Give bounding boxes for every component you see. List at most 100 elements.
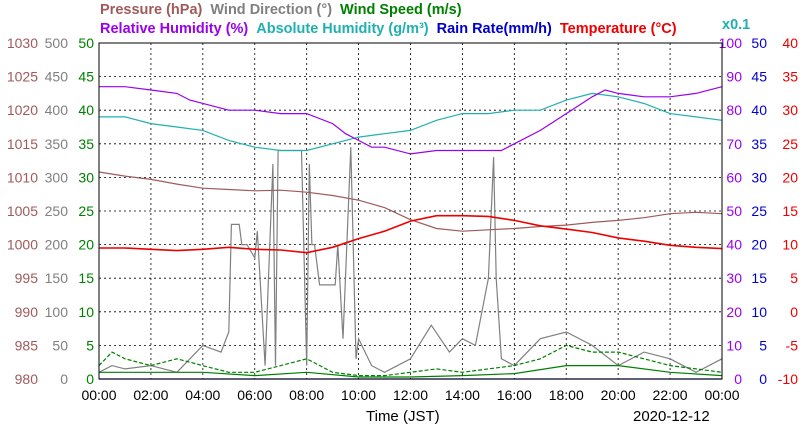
tick-label-wind-speed: 25 [78, 203, 94, 219]
tick-label-pressure: 1015 [7, 136, 38, 152]
tick-label-wind-speed: 45 [78, 69, 94, 85]
tick-label-rh: 70 [726, 136, 742, 152]
tick-label-temp: 40 [782, 35, 798, 51]
x-tick-label: 02:00 [133, 387, 168, 403]
tick-label-temp: -5 [786, 337, 799, 353]
tick-label-temp: 5 [790, 270, 798, 286]
tick-label-wind-dir: 400 [45, 102, 69, 118]
tick-label-pressure: 980 [15, 371, 39, 387]
series-line-pressure [98, 171, 723, 232]
tick-label-rain: 30 [751, 169, 767, 185]
tick-label-wind-dir: 350 [45, 136, 69, 152]
x-tick-label: 22:00 [653, 387, 688, 403]
tick-label-rain: 0 [759, 371, 767, 387]
tick-label-pressure: 1030 [7, 35, 38, 51]
tick-label-rh: 60 [726, 169, 742, 185]
tick-label-rh: 30 [726, 270, 742, 286]
series-line-temp [99, 214, 723, 254]
tick-label-rh: 80 [726, 102, 742, 118]
tick-label-rh: 20 [726, 304, 742, 320]
legend-ah: Absolute Humidity (g/m³) [256, 21, 429, 37]
data-series [98, 86, 723, 380]
tick-label-wind-dir: 300 [45, 169, 69, 185]
x-tick-label: 18:00 [549, 387, 584, 403]
tick-label-wind-dir: 50 [52, 337, 68, 353]
tick-label-temp: 10 [782, 237, 798, 253]
tick-label-temp: 35 [782, 69, 798, 85]
tick-label-rain: 5 [759, 337, 767, 353]
x-tick-label: 04:00 [185, 387, 220, 403]
x-tick-label: 16:00 [497, 387, 532, 403]
tick-label-wind-speed: 50 [78, 35, 94, 51]
tick-labels: 1030102510201015101010051000995990985980… [7, 35, 798, 403]
tick-label-rh: 100 [719, 35, 743, 51]
series-line-ah [99, 92, 723, 152]
tick-label-wind-speed: 20 [78, 237, 94, 253]
legend-temp: Temperature (°C) [559, 21, 677, 37]
tick-label-temp: -10 [778, 371, 798, 387]
legend-rain: Rain Rate(mm/h) [436, 21, 552, 37]
tick-label-wind-speed: 15 [78, 270, 94, 286]
series-line-rh [99, 86, 723, 155]
tick-label-pressure: 1025 [7, 69, 38, 85]
tick-label-temp: 30 [782, 102, 798, 118]
tick-label-rain: 25 [751, 203, 767, 219]
tick-label-pressure: 1020 [7, 102, 38, 118]
tick-label-temp: 25 [782, 136, 798, 152]
tick-label-wind-dir: 150 [45, 270, 69, 286]
tick-label-pressure: 1005 [7, 203, 38, 219]
tick-label-rh: 40 [726, 237, 742, 253]
tick-label-rain: 40 [751, 102, 767, 118]
tick-label-rain: 45 [751, 69, 767, 85]
tick-label-wind-dir: 0 [60, 371, 68, 387]
tick-label-wind-speed: 30 [78, 169, 94, 185]
legend-pressure: Pressure (hPa) [100, 2, 203, 18]
tick-label-rain: 10 [751, 304, 767, 320]
tick-label-temp: 15 [782, 203, 798, 219]
tick-label-wind-dir: 450 [45, 69, 69, 85]
tick-label-wind-dir: 100 [45, 304, 69, 320]
tick-label-wind-speed: 0 [86, 371, 94, 387]
tick-label-temp: 20 [782, 169, 798, 185]
tick-label-pressure: 990 [15, 304, 39, 320]
plot-frame [98, 42, 723, 380]
tick-label-wind-dir: 200 [45, 237, 69, 253]
x-tick-label: 12:00 [393, 387, 428, 403]
tick-label-temp: 0 [790, 304, 798, 320]
tick-label-rain: 20 [751, 237, 767, 253]
legend-rh: Relative Humidity (%) [100, 21, 249, 37]
x-axis-title: Time (JST) [366, 408, 440, 425]
tick-label-wind-speed: 10 [78, 304, 94, 320]
tick-label-wind-dir: 500 [45, 35, 69, 51]
x-tick-label: 20:00 [601, 387, 636, 403]
tick-label-rain: 15 [751, 270, 767, 286]
legend-wind-dir: Wind Direction (°) [210, 2, 333, 18]
tick-label-rh: 50 [726, 203, 742, 219]
legend-wind-speed: Wind Speed (m/s) [340, 2, 462, 18]
x-tick-label: 14:00 [445, 387, 480, 403]
series-line-wind-dir [98, 147, 723, 373]
x-tick-label: 08:00 [289, 387, 324, 403]
tick-label-wind-dir: 250 [45, 203, 69, 219]
x-tick-label: 10:00 [341, 387, 376, 403]
tick-label-rh: 90 [726, 69, 742, 85]
tick-label-wind-speed: 35 [78, 136, 94, 152]
tick-label-pressure: 1000 [7, 237, 38, 253]
tick-label-wind-speed: 5 [86, 337, 94, 353]
scale-note: x0.1 [722, 17, 751, 33]
x-tick-label: 06:00 [237, 387, 272, 403]
tick-label-rh: 10 [726, 337, 742, 353]
tick-label-rain: 50 [751, 35, 767, 51]
tick-label-pressure: 985 [15, 337, 39, 353]
grid-lines [99, 43, 722, 379]
tick-label-wind-speed: 40 [78, 102, 94, 118]
tick-label-rh: 0 [734, 371, 742, 387]
chart-date: 2020-12-12 [633, 408, 710, 425]
series-line-wind-speed [98, 344, 723, 377]
tick-label-pressure: 1010 [7, 169, 38, 185]
x-tick-label: 00:00 [81, 387, 116, 403]
x-tick-label: 00:00 [704, 387, 739, 403]
series-line-wind-speed-avg [99, 365, 723, 378]
tick-label-rain: 35 [751, 136, 767, 152]
